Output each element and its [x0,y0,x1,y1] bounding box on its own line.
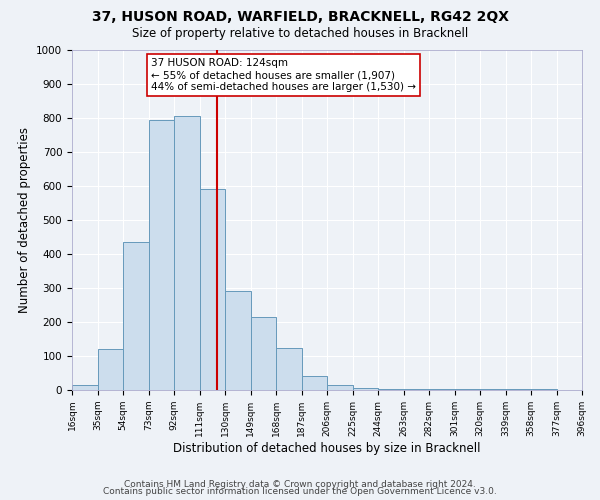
Text: Contains public sector information licensed under the Open Government Licence v3: Contains public sector information licen… [103,487,497,496]
Bar [149,120,174,390]
Bar [353,388,378,390]
Y-axis label: Number of detached properties: Number of detached properties [17,127,31,313]
Bar [276,348,302,390]
Text: 37, HUSON ROAD, WARFIELD, BRACKNELL, RG42 2QX: 37, HUSON ROAD, WARFIELD, BRACKNELL, RG4… [91,10,509,24]
Bar [302,376,327,390]
Bar [123,242,149,390]
Bar [404,389,429,390]
Bar [429,389,455,390]
Bar [455,389,480,390]
Bar [480,389,505,390]
Text: Contains HM Land Registry data © Crown copyright and database right 2024.: Contains HM Land Registry data © Crown c… [124,480,476,489]
Bar [505,389,531,390]
Bar [531,389,557,390]
Bar [199,190,225,390]
Bar [327,385,353,390]
Bar [72,385,97,390]
Text: 37 HUSON ROAD: 124sqm
← 55% of detached houses are smaller (1,907)
44% of semi-d: 37 HUSON ROAD: 124sqm ← 55% of detached … [151,58,416,92]
Text: Size of property relative to detached houses in Bracknell: Size of property relative to detached ho… [132,28,468,40]
X-axis label: Distribution of detached houses by size in Bracknell: Distribution of detached houses by size … [173,442,481,454]
Bar [97,349,123,390]
Bar [225,292,251,390]
Bar [251,317,276,390]
Bar [378,389,404,390]
Bar [174,116,199,390]
